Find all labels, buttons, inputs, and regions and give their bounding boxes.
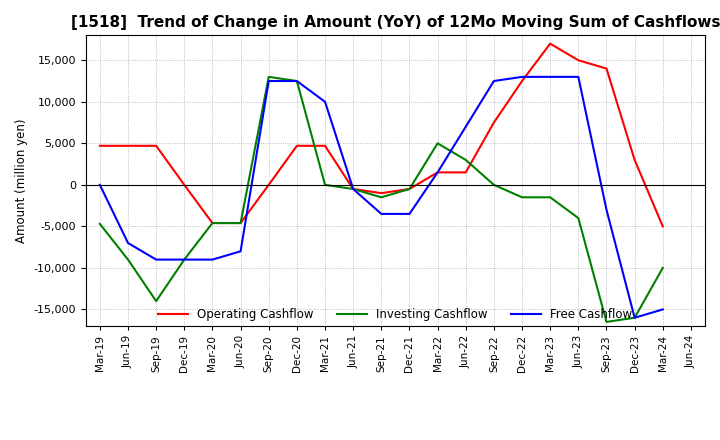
Investing Cashflow <box>630 315 639 320</box>
Operating Cashflow <box>490 120 498 125</box>
Investing Cashflow <box>320 182 329 187</box>
Operating Cashflow <box>630 157 639 162</box>
Investing Cashflow <box>349 187 358 192</box>
Free Cashflow <box>546 74 554 80</box>
Free Cashflow <box>292 78 301 84</box>
Free Cashflow <box>462 124 470 129</box>
Operating Cashflow <box>602 66 611 71</box>
Investing Cashflow <box>124 257 132 262</box>
Free Cashflow <box>574 74 582 80</box>
Operating Cashflow <box>152 143 161 148</box>
Investing Cashflow <box>518 194 526 200</box>
Investing Cashflow <box>264 74 273 80</box>
Investing Cashflow <box>433 141 442 146</box>
Investing Cashflow <box>96 221 104 227</box>
Investing Cashflow <box>602 319 611 325</box>
Line: Free Cashflow: Free Cashflow <box>100 77 663 318</box>
Free Cashflow <box>630 315 639 320</box>
Investing Cashflow <box>574 216 582 221</box>
Investing Cashflow <box>236 220 245 226</box>
Free Cashflow <box>152 257 161 262</box>
Investing Cashflow <box>546 194 554 200</box>
Free Cashflow <box>377 211 386 216</box>
Investing Cashflow <box>659 265 667 271</box>
Operating Cashflow <box>264 182 273 187</box>
Line: Investing Cashflow: Investing Cashflow <box>100 77 663 322</box>
Free Cashflow <box>180 257 189 262</box>
Operating Cashflow <box>377 191 386 196</box>
Operating Cashflow <box>96 143 104 148</box>
Free Cashflow <box>349 187 358 192</box>
Free Cashflow <box>264 78 273 84</box>
Free Cashflow <box>433 170 442 175</box>
Investing Cashflow <box>208 220 217 226</box>
Operating Cashflow <box>433 170 442 175</box>
Y-axis label: Amount (million yen): Amount (million yen) <box>15 118 28 243</box>
Investing Cashflow <box>405 187 414 192</box>
Operating Cashflow <box>574 58 582 63</box>
Operating Cashflow <box>124 143 132 148</box>
Operating Cashflow <box>659 224 667 229</box>
Operating Cashflow <box>349 187 358 192</box>
Investing Cashflow <box>490 182 498 187</box>
Operating Cashflow <box>405 187 414 192</box>
Investing Cashflow <box>292 78 301 84</box>
Free Cashflow <box>320 99 329 104</box>
Free Cashflow <box>602 207 611 213</box>
Free Cashflow <box>96 182 104 187</box>
Free Cashflow <box>405 211 414 216</box>
Free Cashflow <box>124 240 132 246</box>
Free Cashflow <box>659 307 667 312</box>
Investing Cashflow <box>462 157 470 162</box>
Investing Cashflow <box>377 194 386 200</box>
Free Cashflow <box>208 257 217 262</box>
Operating Cashflow <box>320 143 329 148</box>
Operating Cashflow <box>292 143 301 148</box>
Free Cashflow <box>518 74 526 80</box>
Free Cashflow <box>236 249 245 254</box>
Line: Operating Cashflow: Operating Cashflow <box>100 44 663 226</box>
Operating Cashflow <box>462 170 470 175</box>
Operating Cashflow <box>236 220 245 226</box>
Operating Cashflow <box>518 78 526 84</box>
Operating Cashflow <box>180 182 189 187</box>
Legend: Operating Cashflow, Investing Cashflow, Free Cashflow: Operating Cashflow, Investing Cashflow, … <box>153 304 637 326</box>
Investing Cashflow <box>180 257 189 262</box>
Investing Cashflow <box>152 298 161 304</box>
Free Cashflow <box>490 78 498 84</box>
Operating Cashflow <box>208 220 217 226</box>
Operating Cashflow <box>546 41 554 46</box>
Title: [1518]  Trend of Change in Amount (YoY) of 12Mo Moving Sum of Cashflows: [1518] Trend of Change in Amount (YoY) o… <box>71 15 720 30</box>
